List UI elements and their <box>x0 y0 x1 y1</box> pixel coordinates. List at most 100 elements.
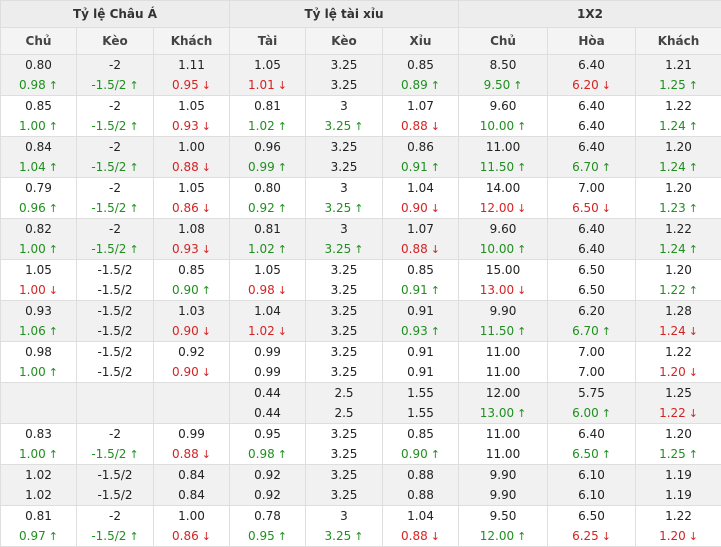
table-row: 0.831.00-2-1.5/20.990.880.950.983.253.25… <box>1 424 721 465</box>
opening-odds: 6.40 <box>548 137 635 157</box>
arrow-up-icon <box>278 161 287 174</box>
live-odds-value: 1.00 <box>19 447 46 461</box>
live-odds: 6.50 <box>548 280 635 300</box>
live-odds: 0.88 <box>383 239 458 259</box>
opening-odds: 0.93 <box>1 301 76 321</box>
live-odds: 0.44 <box>230 403 305 423</box>
column-header-1x2-draw: Hòa <box>548 28 636 55</box>
live-odds: -1.5/2 <box>77 75 153 95</box>
opening-odds: 6.40 <box>548 219 635 239</box>
live-odds: 11.50 <box>459 321 547 341</box>
arrow-down-icon <box>517 202 526 215</box>
live-odds: -1.5/2 <box>77 198 153 218</box>
opening-odds: 0.99 <box>230 342 305 362</box>
live-odds-value: 0.99 <box>254 365 281 379</box>
table-row: 0.821.00-2-1.5/21.080.930.811.0233.251.0… <box>1 219 721 260</box>
arrow-up-icon <box>689 448 698 461</box>
live-odds-value: -1.5/2 <box>91 78 126 92</box>
live-odds: 1.00 <box>1 280 76 300</box>
column-header-1x2-away: Khách <box>636 28 721 55</box>
live-odds-value: 0.98 <box>248 283 275 297</box>
live-odds-value: 1.24 <box>659 324 686 338</box>
arrow-up-icon <box>202 284 211 297</box>
opening-odds: 0.81 <box>1 506 76 526</box>
odds-cell-asian-handicap: -1.5/2-1.5/2 <box>77 301 154 342</box>
live-odds: 3.25 <box>306 75 382 95</box>
opening-odds: 1.03 <box>154 301 229 321</box>
live-odds-value: 0.92 <box>248 201 275 215</box>
live-odds: 0.88 <box>383 116 458 136</box>
live-odds: 1.24 <box>636 157 721 177</box>
arrow-down-icon <box>431 530 440 543</box>
opening-odds: 1.05 <box>230 55 305 75</box>
arrow-up-icon <box>129 448 138 461</box>
opening-odds: 3.25 <box>306 260 382 280</box>
live-odds-value: 1.24 <box>659 160 686 174</box>
live-odds-value: -1.5/2 <box>91 119 126 133</box>
arrow-up-icon <box>517 161 526 174</box>
live-odds: 0.98 <box>230 444 305 464</box>
arrow-down-icon <box>202 243 211 256</box>
live-odds <box>77 403 153 423</box>
live-odds: 0.98 <box>230 280 305 300</box>
live-odds-value: 3.25 <box>331 365 358 379</box>
opening-odds: -2 <box>77 178 153 198</box>
arrow-down-icon <box>202 325 211 338</box>
live-odds-value: 6.50 <box>572 447 599 461</box>
live-odds: 13.00 <box>459 403 547 423</box>
live-odds-value: -1.5/2 <box>91 201 126 215</box>
arrow-up-icon <box>517 530 526 543</box>
live-odds-value: 1.06 <box>19 324 46 338</box>
live-odds: 3.25 <box>306 362 382 382</box>
live-odds-value: 0.88 <box>401 529 428 543</box>
opening-odds: 12.00 <box>459 383 547 403</box>
arrow-down-icon <box>431 120 440 133</box>
live-odds: 6.00 <box>548 403 635 423</box>
opening-odds: -1.5/2 <box>77 342 153 362</box>
opening-odds: 11.00 <box>459 137 547 157</box>
arrow-down-icon <box>202 161 211 174</box>
opening-odds: 1.05 <box>154 96 229 116</box>
live-odds-value: 3.25 <box>325 119 352 133</box>
opening-odds: 1.19 <box>636 465 721 485</box>
column-header-total-line: Kèo <box>306 28 383 55</box>
arrow-down-icon <box>278 284 287 297</box>
live-odds: 1.24 <box>636 116 721 136</box>
live-odds: 0.93 <box>154 116 229 136</box>
live-odds: 1.06 <box>1 321 76 341</box>
opening-odds: 1.08 <box>154 219 229 239</box>
opening-odds: 1.07 <box>383 219 458 239</box>
arrow-down-icon <box>431 243 440 256</box>
opening-odds <box>154 383 229 403</box>
opening-odds: 1.20 <box>636 178 721 198</box>
live-odds: 0.99 <box>230 362 305 382</box>
live-odds: 0.90 <box>154 280 229 300</box>
live-odds: 3.25 <box>306 280 382 300</box>
live-odds-value: 0.84 <box>178 488 205 502</box>
opening-odds: 0.98 <box>1 342 76 362</box>
live-odds: 1.24 <box>636 239 721 259</box>
live-odds: 6.10 <box>548 485 635 505</box>
live-odds: 0.84 <box>154 485 229 505</box>
opening-odds: 1.20 <box>636 424 721 444</box>
opening-odds: 0.82 <box>1 219 76 239</box>
opening-odds: 0.84 <box>154 465 229 485</box>
live-odds-value: 1.01 <box>248 78 275 92</box>
opening-odds: 6.40 <box>548 55 635 75</box>
